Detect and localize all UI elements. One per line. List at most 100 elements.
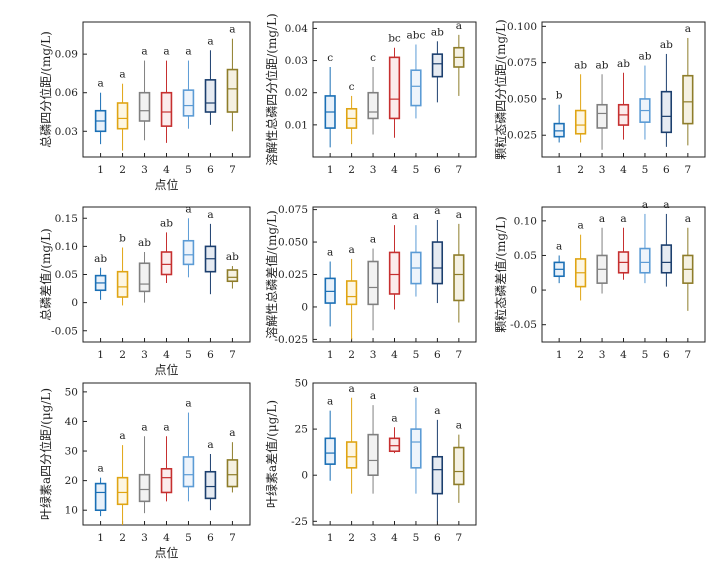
significance-label: a [327,247,333,259]
x-tick-label: 3 [141,532,148,544]
box-plot-site-4: a [160,421,173,502]
significance-label: a [348,244,354,256]
x-tick-label: 1 [556,349,563,361]
box-iqr [553,122,565,138]
box-plot-site-1: c [324,52,336,148]
x-tick-label: 7 [684,349,691,361]
box-plot-site-7: ab [226,251,239,289]
significance-label: ab [160,217,173,229]
significance-label: a [456,420,462,432]
axis-frame [312,382,477,526]
box-plot-site-1: a [553,240,565,284]
box-plot-site-5: ab [638,51,652,140]
x-tick-label: 4 [391,532,398,544]
box-plot-site-1: a [94,463,107,517]
x-axis-title: 点位 [154,545,178,560]
significance-label: c [327,52,333,64]
box-iqr [431,53,444,78]
x-tick-label: 2 [348,532,355,544]
significance-label: a [207,209,213,221]
box-iqr [116,102,129,130]
significance-label: a [370,234,376,246]
x-tick-label: 5 [185,349,192,361]
significance-label: ab [574,59,587,71]
y-tick-label: 0.050 [507,93,537,105]
x-tick-label: 1 [97,349,104,361]
box-iqr [410,69,422,107]
box-iqr [453,446,465,486]
chart-panel-1: 0.03 0.06 0.09 1 2 3 4 5 6 7 点位 总磷四分位距/(mg/L) a a a a a a… [38,21,251,192]
significance-label: a [185,398,191,410]
significance-label: a [163,421,169,433]
significance-label: ab [596,59,609,71]
x-tick-label: 1 [556,164,563,176]
significance-label: a [207,439,213,451]
significance-label: a [663,199,669,211]
box-iqr [226,459,239,488]
y-tick-label: 50 [65,386,78,398]
significance-label: a [413,383,419,395]
box-iqr [116,270,129,298]
x-tick-label: 1 [97,532,104,544]
y-tick-label: 0.09 [55,49,78,61]
y-axis-title: 总磷差值/(mg/L) [38,228,53,320]
chart-panel-3: 0.025 0.050 0.075 0.100 1 2 3 4 5 6 7 颗粒态磷四分位距/(mg/… [493,19,706,176]
x-tick-label: 2 [348,349,355,361]
significance-label: ab [638,51,651,63]
box-plot-site-6: a [431,205,444,304]
box-plot-site-7: a [453,209,465,323]
box-iqr [682,74,694,125]
x-tick-label: 2 [119,164,126,176]
x-tick-label: 2 [577,164,584,176]
box-iqr [660,90,673,134]
x-tick-label: 1 [97,164,104,176]
box-plot-site-4: bc [388,33,401,138]
significance-label: abc [407,30,426,42]
y-tick-label: 10 [65,505,78,517]
box-iqr [431,241,444,285]
x-tick-label: 5 [413,349,420,361]
box-plot-site-7: a [453,20,465,96]
box-plot-site-6: a [204,209,217,295]
y-tick-label: -25 [291,516,308,528]
significance-label: b [119,233,126,245]
significance-label: a [642,199,648,211]
significance-label: a [456,20,462,32]
box-iqr [324,277,336,304]
significance-label: a [685,213,691,225]
x-tick-label: 3 [141,349,148,361]
y-tick-label: 0.03 [285,55,308,67]
box-plot-site-5: abc [407,30,426,119]
y-axis-title: 叶绿素a四分位距/(μg/L) [38,388,53,520]
y-axis-title: 溶解性总磷四分位距/(mg/L) [264,13,279,165]
x-tick-label: 7 [229,532,236,544]
box-plot-site-2: a [345,244,358,340]
box-iqr [204,470,217,500]
box-iqr [182,456,195,488]
x-tick-label: 6 [434,532,441,544]
x-tick-label: 5 [413,164,420,176]
significance-label: c [370,52,376,64]
box-iqr [226,269,239,283]
x-tick-label: 7 [229,164,236,176]
x-tick-label: 4 [163,164,170,176]
significance-label: a [434,405,440,417]
x-tick-label: 4 [620,349,627,361]
box-plot-site-4: ab [617,58,630,140]
y-tick-label: 0.10 [55,241,78,253]
box-iqr [345,441,358,469]
chart-panel-5: -0.025 0 0.025 0.050 0.075 1 2 3 4 5 6 7 溶解性总磷差值/(mg… [264,204,477,361]
box-iqr [160,91,173,127]
box-plot-site-2: b [116,233,129,306]
x-tick-label: 6 [434,164,441,176]
x-tick-label: 2 [119,532,126,544]
significance-label: a [119,430,125,442]
box-iqr [431,455,444,495]
x-axis-title: 点位 [154,362,178,377]
significance-label: a [577,220,583,232]
significance-label: a [434,205,440,217]
x-tick-label: 7 [455,349,462,361]
significance-label: ab [660,39,673,51]
box-iqr [367,91,379,120]
